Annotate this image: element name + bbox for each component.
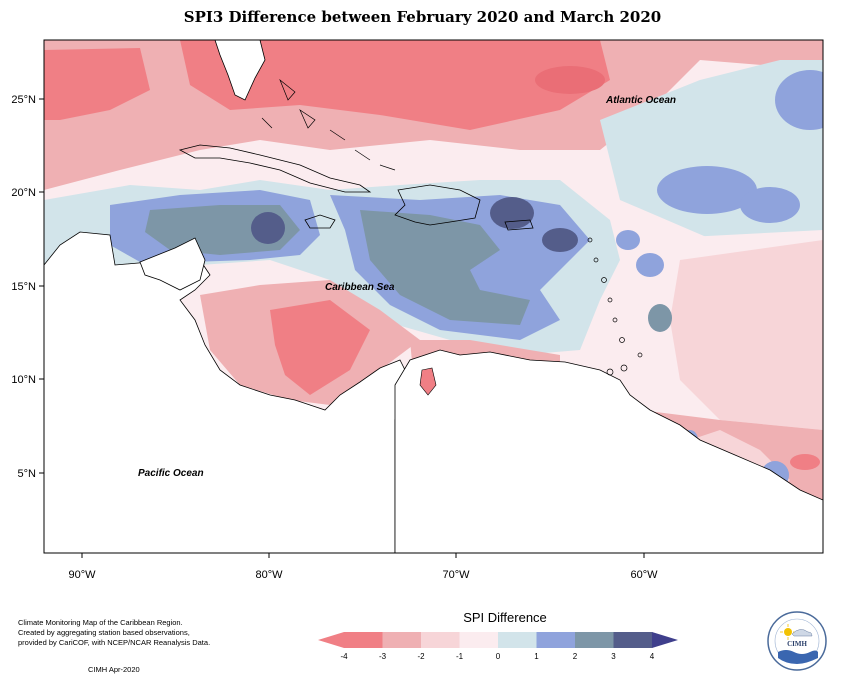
legend-tick-label: -1 — [456, 652, 464, 661]
label-pacific-ocean: Pacific Ocean — [138, 468, 204, 479]
legend-swatch — [536, 632, 576, 648]
label-atlantic-ocean: Atlantic Ocean — [605, 95, 676, 106]
sun-icon — [784, 628, 792, 636]
legend-tick-label: 2 — [573, 652, 578, 661]
land-south-america — [394, 349, 823, 553]
credit-line: Climate Monitoring Map of the Caribbean … — [18, 618, 183, 627]
legend-tick-label: 4 — [650, 652, 655, 661]
lat-label: 25°N — [11, 94, 36, 106]
legend-tick-label: 0 — [496, 652, 501, 661]
spi-difference-map: 25°N 20°N 15°N 10°N 5°N 90°W 80°W 70°W 6… — [11, 39, 824, 581]
lat-label: 10°N — [11, 374, 36, 386]
legend-tick-label: 3 — [611, 652, 616, 661]
legend-tick-label: -3 — [379, 652, 387, 661]
lat-label: 15°N — [11, 281, 36, 293]
legend-tick-label: -4 — [340, 652, 348, 661]
legend-tick-label: 1 — [534, 652, 539, 661]
date-stamp: CIMH Apr-2020 — [88, 665, 140, 674]
map-title: SPI3 Difference between February 2020 an… — [183, 8, 662, 26]
land-florida — [214, 40, 266, 101]
anomaly-north-strong-red — [180, 40, 610, 130]
credit-line: provided by CariCOF, with NCEP/NCAR Rean… — [18, 638, 211, 647]
lon-label: 90°W — [68, 569, 96, 581]
anomaly-north-red-west — [44, 48, 150, 120]
credit-line: Created by aggregating station based obs… — [18, 628, 190, 637]
legend-title: SPI Difference — [463, 610, 547, 625]
anomaly-southeast-red — [670, 240, 823, 430]
lon-label: 80°W — [255, 569, 283, 581]
legend-arrow-right — [652, 632, 678, 648]
credits-block: Climate Monitoring Map of the Caribbean … — [18, 618, 210, 648]
map-frame — [43, 39, 824, 554]
lon-label: 70°W — [442, 569, 470, 581]
lat-label: 5°N — [18, 468, 37, 480]
lat-label: 20°N — [11, 187, 36, 199]
color-legend: -4 -3 -2 -1 0 1 2 3 4 — [318, 632, 678, 661]
legend-swatch — [575, 632, 614, 648]
legend-swatch — [421, 632, 460, 648]
lon-label: 60°W — [630, 569, 658, 581]
land-hispaniola — [394, 184, 481, 226]
label-caribbean-sea: Caribbean Sea — [325, 282, 395, 293]
land-puerto-rico — [504, 219, 534, 231]
legend-swatch — [344, 632, 383, 648]
legend-swatch — [382, 632, 422, 648]
cimh-logo: CIMH — [767, 611, 827, 671]
anomaly-east-blue — [775, 70, 823, 130]
land-cuba — [178, 144, 372, 193]
legend-swatch — [613, 632, 653, 648]
legend-swatch — [459, 632, 499, 648]
logo-text: CIMH — [787, 640, 807, 648]
legend-swatch — [498, 632, 537, 648]
land-jamaica — [304, 214, 336, 229]
legend-arrow-left — [318, 632, 344, 648]
legend-tick-label: -2 — [417, 652, 425, 661]
